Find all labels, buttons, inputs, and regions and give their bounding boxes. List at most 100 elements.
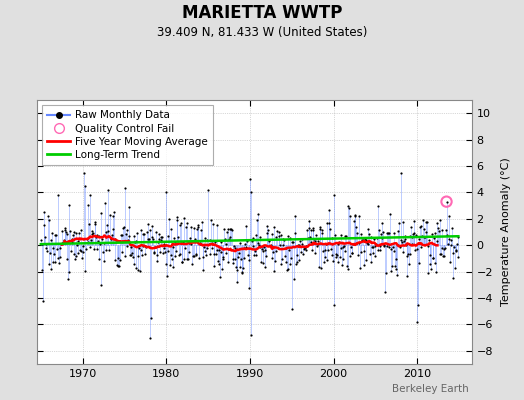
Point	[325, 207, 334, 213]
Point	[96, 241, 104, 247]
Point	[94, 256, 103, 262]
Point	[415, 236, 423, 242]
Point	[111, 236, 119, 242]
Point	[283, 266, 292, 272]
Point	[434, 228, 443, 234]
Point	[217, 238, 225, 245]
Point	[154, 239, 162, 246]
Point	[232, 264, 240, 270]
Point	[354, 252, 362, 259]
Point	[383, 243, 391, 250]
Point	[47, 266, 56, 272]
Point	[249, 234, 258, 241]
Point	[89, 230, 97, 236]
Point	[344, 203, 353, 209]
Point	[99, 249, 107, 255]
Point	[446, 237, 455, 244]
Point	[295, 242, 303, 249]
Point	[362, 257, 370, 264]
Point	[356, 264, 364, 271]
Point	[208, 240, 216, 246]
Point	[126, 252, 134, 258]
Point	[449, 250, 457, 256]
Point	[280, 237, 288, 243]
Point	[230, 243, 238, 250]
Point	[317, 265, 325, 271]
Point	[86, 244, 94, 250]
Point	[447, 241, 455, 248]
Point	[186, 235, 194, 242]
Point	[183, 256, 191, 263]
Point	[393, 272, 401, 278]
Point	[172, 247, 180, 254]
Point	[442, 226, 450, 233]
Point	[423, 242, 432, 249]
Point	[407, 224, 415, 230]
Point	[276, 241, 284, 248]
Point	[279, 242, 288, 249]
Point	[373, 235, 381, 241]
Point	[141, 242, 150, 249]
Point	[448, 225, 456, 232]
Point	[297, 236, 305, 242]
Point	[77, 226, 85, 233]
Point	[112, 239, 121, 245]
Point	[161, 249, 169, 255]
Point	[143, 229, 151, 235]
Point	[379, 241, 388, 248]
Point	[418, 233, 427, 240]
Point	[413, 318, 421, 325]
Point	[310, 236, 318, 242]
Point	[398, 239, 406, 245]
Point	[241, 241, 249, 248]
Point	[150, 250, 159, 256]
Point	[127, 252, 136, 258]
Point	[37, 236, 45, 243]
Point	[404, 250, 412, 257]
Point	[422, 218, 431, 225]
Point	[54, 192, 62, 198]
Point	[51, 232, 60, 238]
Point	[165, 216, 173, 222]
Point	[160, 245, 168, 252]
Point	[110, 208, 118, 215]
Point	[147, 223, 156, 229]
Point	[319, 248, 328, 254]
Point	[345, 253, 354, 259]
Point	[288, 305, 296, 312]
Point	[364, 226, 373, 232]
Point	[184, 256, 192, 262]
Point	[438, 245, 446, 251]
Point	[132, 238, 140, 244]
Point	[168, 264, 177, 270]
Point	[450, 244, 458, 250]
Point	[332, 254, 340, 261]
Point	[366, 251, 374, 258]
Point	[349, 240, 357, 247]
Point	[449, 275, 457, 281]
Point	[362, 236, 370, 243]
Point	[400, 235, 409, 242]
Point	[423, 218, 431, 225]
Point	[373, 202, 381, 209]
Point	[117, 232, 125, 238]
Point	[388, 263, 396, 269]
Point	[271, 248, 280, 254]
Point	[299, 251, 307, 257]
Point	[442, 198, 451, 205]
Point	[119, 225, 127, 232]
Point	[134, 266, 142, 273]
Point	[380, 243, 389, 249]
Point	[48, 230, 56, 237]
Point	[163, 233, 172, 239]
Point	[414, 260, 423, 266]
Point	[328, 252, 336, 259]
Point	[105, 247, 113, 253]
Point	[254, 240, 263, 246]
Point	[315, 224, 324, 231]
Point	[348, 250, 357, 256]
Point	[324, 220, 333, 226]
Point	[421, 229, 430, 236]
Point	[196, 238, 205, 244]
Point	[410, 218, 419, 224]
